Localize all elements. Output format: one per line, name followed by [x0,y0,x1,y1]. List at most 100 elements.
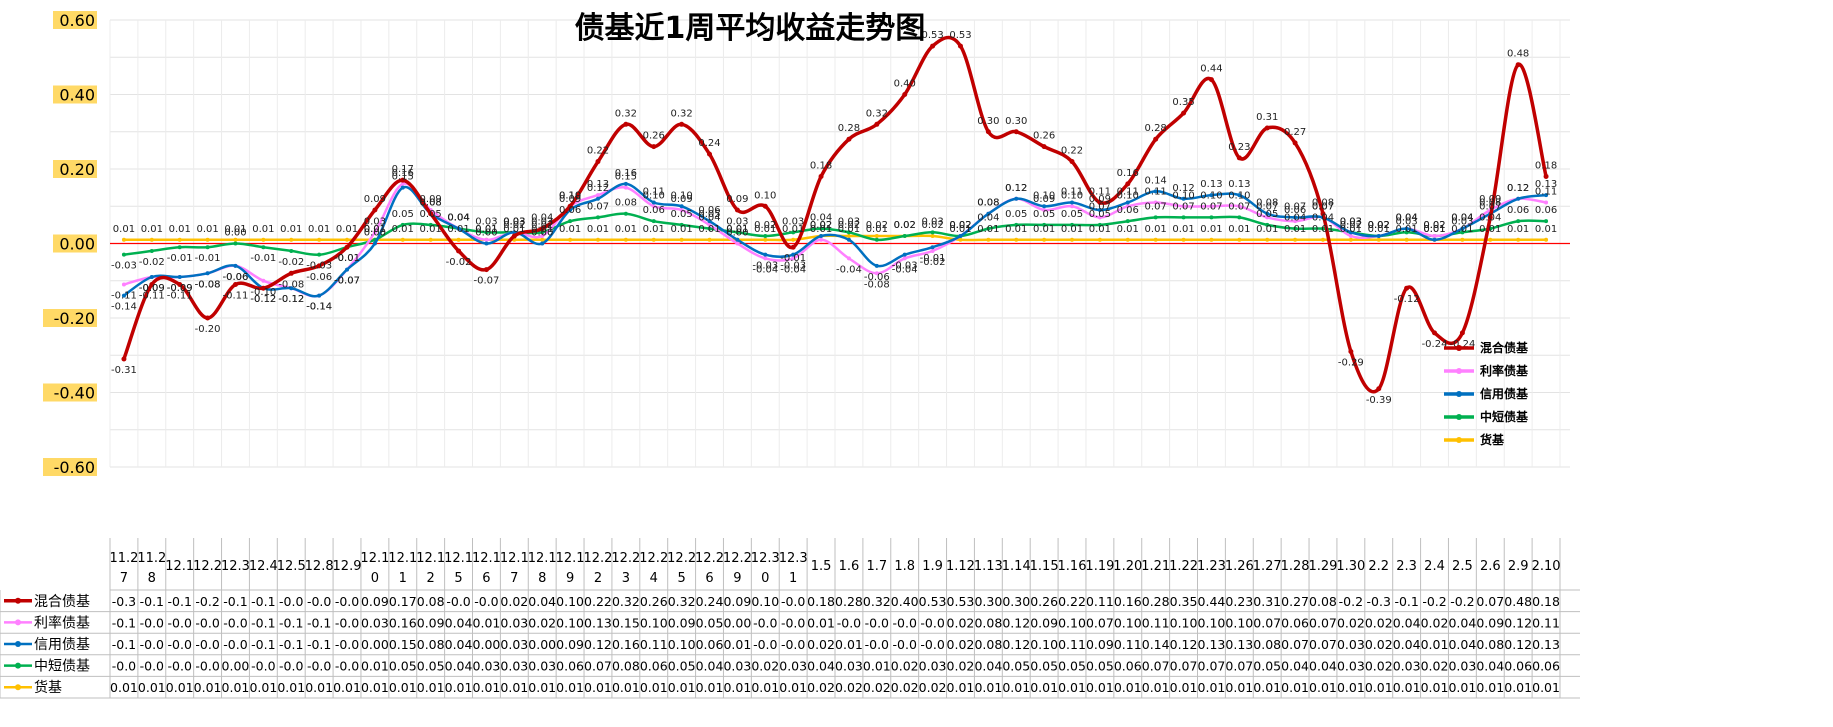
table-cell: -0.0 [307,594,331,609]
data-label: 0.31 [1256,112,1278,123]
table-cell: -0.1 [251,594,275,609]
table-cell: 0.00 [222,659,250,674]
data-label: 0.24 [698,138,720,149]
data-label: -0.12 [278,294,304,305]
series-point [345,237,350,242]
data-label: 0.03 [1451,216,1473,227]
series-point [345,267,350,272]
table-cell: 0.02 [807,637,835,652]
table-cell: 0.01 [333,680,361,695]
series-point [651,219,656,224]
table-cell: -0.0 [140,659,164,674]
table-cell: -0.0 [920,615,944,630]
data-label: 0.01 [169,224,191,235]
series-point [874,263,879,268]
series-point [1181,110,1187,116]
table-cell: -0.0 [168,659,192,674]
series-line-3 [123,212,1547,257]
table-series-name: 混合债基 [34,593,90,610]
data-label: 0.08 [1256,198,1278,209]
series-point [679,222,684,227]
x-tick-label: 12.2 [611,551,640,566]
data-label: 0.01 [1256,224,1278,235]
data-label: -0.09 [167,283,193,294]
data-label: 0.01 [782,224,804,235]
table-cell: -0.0 [335,615,359,630]
table-cell: 0.01 [1421,680,1449,695]
y-tick-label: -0.20 [54,309,95,328]
table-cell: 0.02 [863,680,891,695]
data-label: -0.06 [864,272,890,283]
data-label: -0.02 [139,257,165,268]
series-point [205,245,210,250]
table-cell: 0.01 [166,680,194,695]
data-label: 0.03 [726,216,748,227]
legend-marker [1456,368,1462,374]
table-cell: 0.16 [612,637,640,652]
table-cell: 0.08 [1476,637,1504,652]
table-cell: 0.12 [1002,615,1030,630]
series-point [1153,200,1158,205]
table-cell: 0.03 [500,659,528,674]
table-cell: 0.01 [1142,680,1170,695]
series-point [568,219,573,224]
data-label: -0.06 [223,272,249,283]
data-label: 0.07 [1200,201,1222,212]
table-cell: 0.14 [1142,637,1170,652]
x-tick-label: 2 [594,571,602,586]
table-cell: 0.05 [1030,659,1058,674]
series-point [1320,211,1326,217]
series-point [372,230,377,235]
series-point [568,237,573,242]
series-point [1097,200,1103,206]
data-label: 0.15 [392,172,414,183]
table-cell: 0.01 [1504,680,1532,695]
series-point [707,237,712,242]
table-cell: 0.01 [974,680,1002,695]
x-tick-label: 1 [789,571,797,586]
table-cell: 0.05 [389,659,417,674]
table-cell: 0.09 [1030,615,1058,630]
data-label: 0.02 [1423,220,1445,231]
table-cell: -0.1 [279,637,303,652]
data-label: -0.06 [306,272,332,283]
series-point [1209,215,1214,220]
data-label: 0.12 [1507,183,1529,194]
data-label: 0.28 [838,123,860,134]
table-cell: 0.12 [1504,637,1532,652]
x-tick-label: 12.2 [695,551,724,566]
table-cell: 0.01 [1337,680,1365,695]
series-point [651,237,656,242]
table-cell: 0.11 [1532,615,1560,630]
series-point [930,43,936,49]
x-tick-label: 2.4 [1424,559,1445,574]
legend-label: 利率债基 [1480,363,1529,378]
data-label: 0.02 [1368,220,1390,231]
series-point [540,237,545,242]
series-point [735,237,740,242]
table-cell: -0.1 [307,637,331,652]
x-tick-label: 2.5 [1452,559,1473,574]
series-point [1042,222,1047,227]
x-tick-label: 6 [482,571,490,586]
x-tick-label: 2.2 [1368,559,1389,574]
data-label: -0.12 [1394,294,1420,305]
data-label: 0.06 [1117,205,1139,216]
series-point [707,151,713,157]
data-label: 0.03 [475,216,497,227]
table-cell: 0.01 [1058,680,1086,695]
data-label: 0.08 [420,198,442,209]
data-label: 0.02 [810,220,832,231]
table-cell: 0.05 [1086,659,1114,674]
y-tick-highlight [53,11,97,29]
table-cell: 0.04 [974,659,1002,674]
series-line-2 [123,182,1547,298]
x-tick-label: 0 [761,571,769,586]
table-cell: -0.0 [112,659,136,674]
series-point [957,43,963,49]
table-cell: -0.3 [112,594,136,609]
table-cell: 0.05 [696,615,724,630]
data-label: 0.01 [1423,224,1445,235]
data-label: 0.09 [420,194,442,205]
series-point [1125,181,1131,187]
